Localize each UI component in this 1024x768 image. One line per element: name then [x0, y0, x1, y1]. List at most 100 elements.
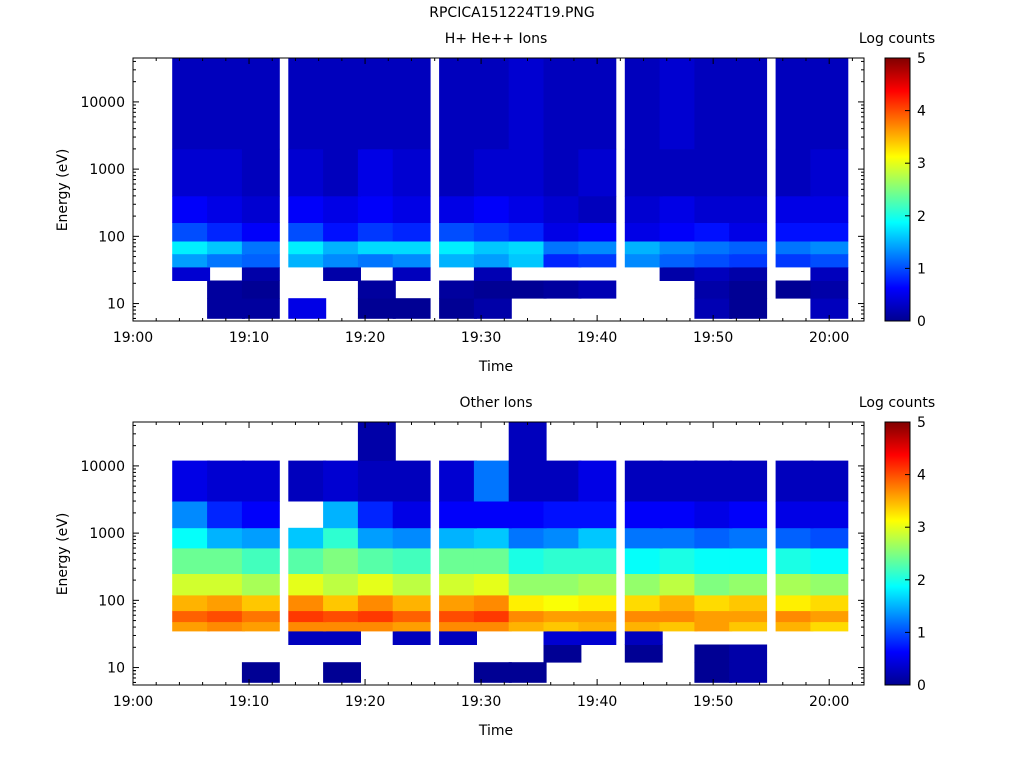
spectrogram-cell: [473, 662, 512, 683]
spectrogram-cell: [439, 573, 477, 596]
spectrogram-cell: [810, 548, 849, 574]
spectrogram-cell: [473, 148, 512, 197]
spectrogram-cell: [810, 501, 849, 529]
x-tick-label: 20:00: [809, 694, 849, 710]
spectrogram-cell: [323, 195, 361, 223]
spectrogram-cell: [729, 222, 768, 242]
spectrogram-cell: [543, 460, 582, 502]
spectrogram-cell: [323, 241, 361, 255]
spectrogram-cell: [624, 253, 663, 268]
spectrogram-cell: [694, 280, 733, 299]
spectrogram-cell: [473, 195, 512, 223]
spectrogram-cell: [207, 595, 245, 612]
spectrogram-cell: [659, 253, 698, 268]
x-tick-label: 19:20: [345, 694, 385, 710]
spectrogram-cell: [473, 280, 512, 299]
spectrogram-cell: [473, 501, 512, 529]
spectrogram-cell: [473, 573, 512, 596]
spectrogram-cell: [172, 527, 211, 549]
spectrogram-cell: [694, 621, 733, 632]
spectrogram-cell: [729, 662, 768, 683]
x-tick-label: 19:30: [461, 694, 501, 710]
spectrogram-cell: [624, 460, 663, 502]
spectrogram-cell: [775, 253, 814, 268]
spectrogram-cell: [207, 148, 245, 197]
spectrogram-cell: [473, 267, 512, 281]
spectrogram-cell: [323, 621, 361, 632]
spectrogram-cell: [694, 662, 733, 683]
spectrogram-cell: [729, 195, 768, 223]
spectrogram-cell: [473, 58, 512, 150]
panel-1-x-label: Time: [478, 359, 513, 375]
spectrogram-cell: [392, 267, 431, 281]
spectrogram-cell: [207, 58, 245, 150]
spectrogram-cell: [624, 222, 663, 242]
spectrogram-cell: [323, 460, 361, 502]
spectrogram-cell: [694, 644, 733, 663]
spectrogram-cell: [729, 610, 768, 623]
spectrogram-cell: [207, 527, 245, 549]
spectrogram-cell: [659, 573, 698, 596]
colorbar-tick-label: 5: [917, 415, 926, 431]
spectrogram-cell: [624, 148, 663, 197]
spectrogram-cell: [694, 253, 733, 268]
spectrogram-cell: [543, 631, 582, 645]
spectrogram-cell: [357, 148, 396, 197]
spectrogram-cell: [439, 148, 477, 197]
spectrogram-cell: [694, 610, 733, 623]
spectrogram-cell: [357, 58, 396, 150]
spectrogram-cell: [543, 222, 582, 242]
spectrogram-cell: [241, 58, 280, 150]
spectrogram-cell: [810, 610, 849, 623]
spectrogram-cell: [624, 644, 663, 663]
panel-1-x-ticks: 19:00 19:10 19:20 19:30 19:40 19:50 20:00: [113, 58, 853, 346]
spectrogram-cell: [439, 298, 477, 319]
spectrogram-cell: [508, 460, 547, 502]
spectrogram-cell: [543, 548, 582, 574]
spectrogram-cell: [207, 573, 245, 596]
spectrogram-cell: [775, 595, 814, 612]
spectrogram-cell: [392, 58, 431, 150]
spectrogram-cell: [288, 241, 327, 255]
spectrogram-cell: [729, 267, 768, 281]
spectrogram-cell: [323, 662, 361, 683]
spectrogram-cell: [172, 501, 211, 529]
spectrogram-cell: [624, 595, 663, 612]
spectrogram-cell: [172, 595, 211, 612]
spectrogram-cell: [729, 280, 768, 299]
spectrogram-cell: [241, 662, 280, 683]
spectrogram-cell: [241, 253, 280, 268]
spectrogram-cell: [323, 573, 361, 596]
spectrogram-cell: [578, 595, 617, 612]
spectrogram-cell: [659, 58, 698, 150]
spectrogram-cell: [508, 595, 547, 612]
spectrogram-cell: [543, 595, 582, 612]
y-tick-label: 100: [98, 229, 125, 245]
spectrogram-cell: [578, 195, 617, 223]
spectrogram-cell: [323, 631, 361, 645]
colorbar-tick-label: 1: [917, 625, 926, 641]
spectrogram-cell: [357, 610, 396, 623]
spectrogram-cell: [694, 595, 733, 612]
spectrogram-cell: [392, 631, 431, 645]
spectrogram-cell: [729, 644, 768, 663]
spectrogram-cell: [578, 527, 617, 549]
panel-2-colorbar-label: Log counts: [859, 395, 935, 411]
spectrogram-cell: [392, 298, 431, 319]
x-tick-label: 19:50: [693, 330, 733, 346]
y-tick-label: 10: [107, 661, 125, 677]
spectrogram-cell: [439, 595, 477, 612]
spectrogram-cell: [241, 222, 280, 242]
spectrogram-cell: [288, 222, 327, 242]
spectrogram-cell: [659, 610, 698, 623]
spectrogram-cell: [241, 241, 280, 255]
spectrogram-cell: [288, 58, 327, 150]
spectrogram-cell: [810, 241, 849, 255]
spectrogram-cell: [729, 548, 768, 574]
spectrogram-cell: [508, 422, 547, 461]
spectrogram-cell: [775, 460, 814, 502]
spectrogram-cell: [659, 222, 698, 242]
spectrogram-cell: [543, 58, 582, 150]
spectrogram-cell: [659, 621, 698, 632]
